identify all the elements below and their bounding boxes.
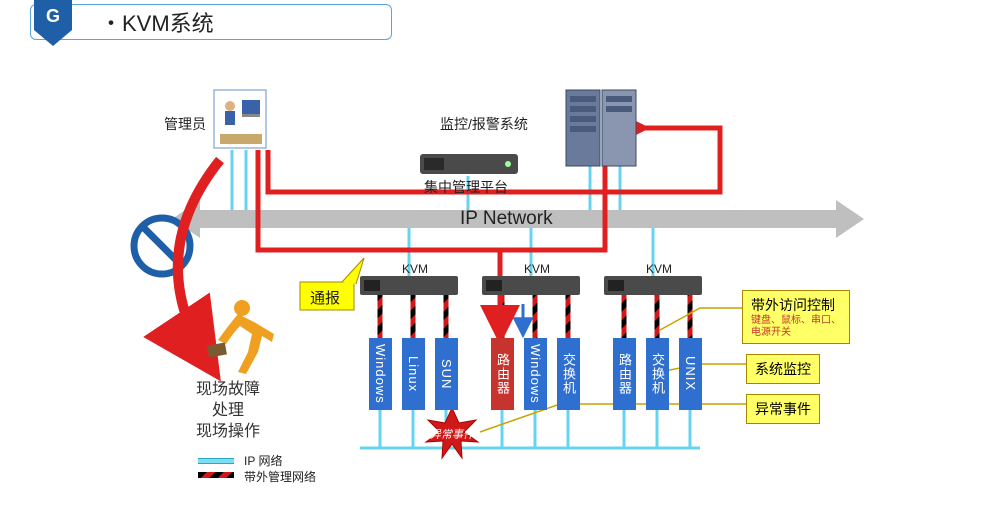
- kvm-box-2: [482, 276, 580, 295]
- kvm-box-1: [360, 276, 458, 295]
- field-ops-label: 现场故障 处理 现场操作: [196, 380, 260, 442]
- server-g2-1: 路由器: [491, 338, 514, 410]
- monitor-sys-label: 监控/报警系统: [440, 114, 528, 134]
- server-g1-2: Linux: [402, 338, 425, 410]
- burst-label: 异常事件: [430, 426, 474, 442]
- legend-ip-label: IP 网络: [244, 452, 282, 469]
- callout-event: 异常事件: [746, 394, 820, 424]
- server-g2-3: 交换机: [557, 338, 580, 410]
- notify-label: 通报: [310, 287, 340, 308]
- server-g1-3: SUN: [435, 338, 458, 410]
- admin-label: 管理员: [164, 114, 206, 134]
- server-g3-2: 交换机: [646, 338, 669, 410]
- kvm-label-1: KVM: [402, 262, 428, 276]
- admin-icon: [214, 90, 266, 148]
- callout-monitor-title: 系统监控: [755, 361, 811, 377]
- callout-event-title: 异常事件: [755, 401, 811, 417]
- callout-monitor: 系统监控: [746, 354, 820, 384]
- server-g1-1: Windows: [369, 338, 392, 410]
- platform-icon: [420, 154, 518, 174]
- legend-oob-swatch: [198, 472, 234, 478]
- callout-oob: 带外访问控制 键盘、鼠标、串口、 电源开关: [742, 290, 850, 344]
- monitor-system-icon: [566, 90, 636, 166]
- kvm-label-2: KVM: [524, 262, 550, 276]
- legend-ip-swatch: [198, 458, 234, 464]
- server-g3-3: UNIX: [679, 338, 702, 410]
- kvm-label-3: KVM: [646, 262, 672, 276]
- diagram-canvas: [0, 0, 992, 505]
- kvm-box-3: [604, 276, 702, 295]
- callout-oob-sub: 键盘、鼠标、串口、 电源开关: [751, 315, 841, 339]
- oob-links: [380, 295, 690, 338]
- ip-network-label: IP Network: [460, 208, 553, 230]
- server-g2-2: Windows: [524, 338, 547, 410]
- legend-oob-label: 带外管理网络: [244, 468, 316, 485]
- callout-oob-title: 带外访问控制: [751, 295, 841, 315]
- running-person-icon: [207, 300, 274, 374]
- server-g3-1: 路由器: [613, 338, 636, 410]
- platform-label: 集中管理平台: [424, 177, 508, 197]
